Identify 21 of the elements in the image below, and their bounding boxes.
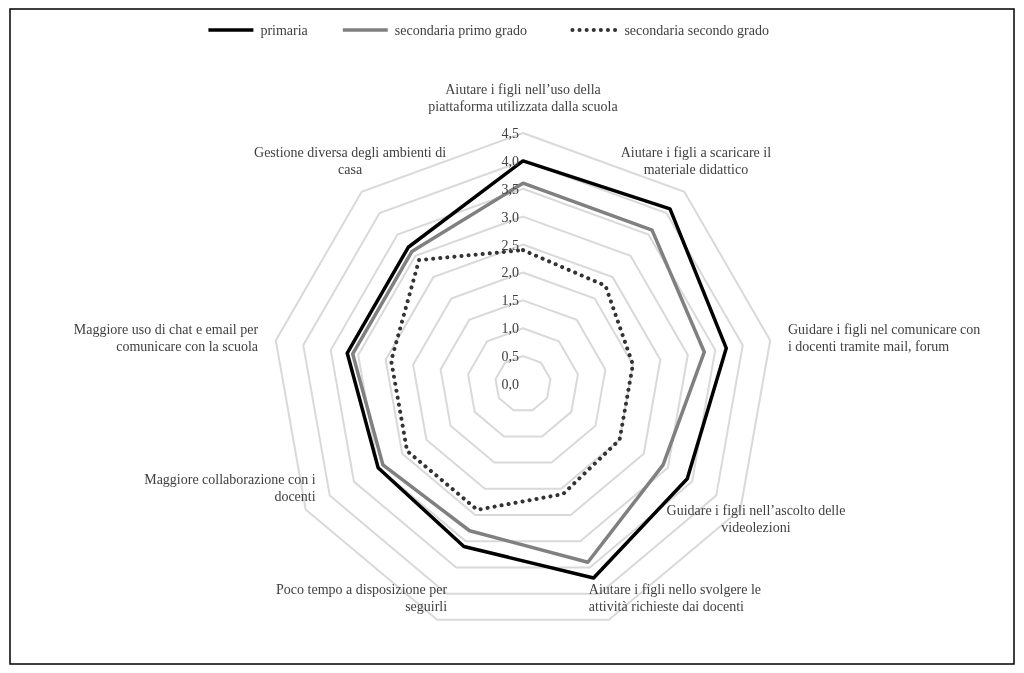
spoke-label: Aiutare i figli a scaricare il materiale didattico [620,144,772,177]
y-tick-label: 2,0 [501,265,519,281]
y-tick-label: 4,5 [501,126,519,141]
spoke-label: Guidare i figli nel comunicare con i docenti tramite mail, forum [787,321,981,354]
spoke-label: Guidare i figli nell’ascolto delle videolezioni [666,503,846,535]
spoke-label: Aiutare i figli nello svolgere le attività richieste dai docenti [588,581,762,614]
legend-label: secondaria secondo grado [624,23,770,38]
y-tick-label: 0,5 [501,349,519,365]
legend-label: primaria [260,23,309,38]
spoke-label: Gestione diversa degli ambienti di casa [254,144,447,177]
y-tick-label: 2,5 [501,237,519,253]
y-tick-label: 1,0 [501,321,519,337]
y-tick-label: 4,0 [501,153,519,169]
spoke-label: Maggiore collaborazione con i docenti [144,471,316,504]
spoke-label: Aiutare i figli nell’uso della piattaforma utilizzata dalla scuola [428,82,619,114]
y-tick-label: 1,5 [501,293,519,309]
y-tick-label: 3,0 [501,209,519,225]
spoke-label: Maggiore uso di chat e email per comunicare con la scuola [73,321,259,354]
y-tick-label: 0,0 [501,377,519,392]
spoke-label: Poco tempo a disposizione per seguirli [276,581,448,614]
legend-label: secondaria primo grado [394,23,527,38]
